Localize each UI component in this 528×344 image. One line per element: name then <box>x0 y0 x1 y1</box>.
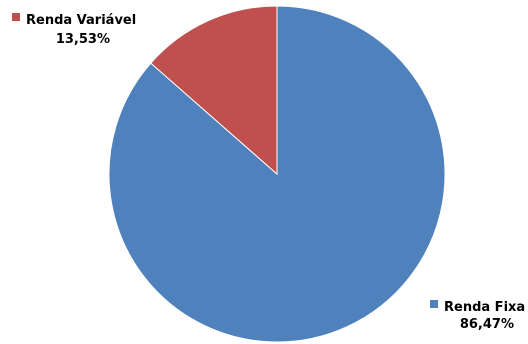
label-key-renda-fixa <box>430 300 438 308</box>
label-key-renda-variavel <box>12 13 20 21</box>
slice-label-renda-variavel: Renda Variável <box>26 13 136 28</box>
pie-slice-renda-variavel <box>150 5 278 176</box>
slice-value-renda-variavel: 13,53% <box>56 32 110 47</box>
slice-label-renda-fixa: Renda Fixa <box>444 300 525 315</box>
label-group-renda-variavel: Renda Variável 13,53% <box>12 13 136 47</box>
label-group-renda-fixa: Renda Fixa 86,47% <box>430 300 525 332</box>
pie-slices <box>108 5 446 343</box>
slice-value-renda-fixa: 86,47% <box>460 317 514 332</box>
